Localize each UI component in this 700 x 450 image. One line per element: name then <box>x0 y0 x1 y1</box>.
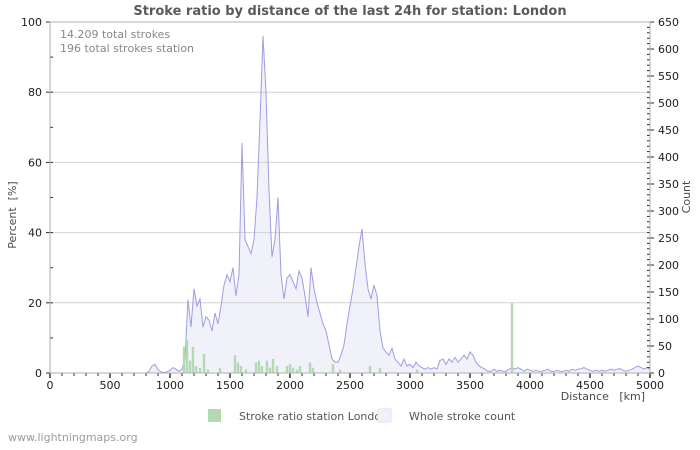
legend-label-whole-count: Whole stroke count <box>409 410 516 423</box>
legend-label-stroke-ratio: Stroke ratio station London <box>239 410 388 423</box>
gridlines <box>50 21 650 304</box>
svg-text:1000: 1000 <box>156 379 184 392</box>
svg-text:20: 20 <box>28 297 42 310</box>
y-left-axis-title: Percent [%] <box>6 181 19 248</box>
svg-text:3500: 3500 <box>456 379 484 392</box>
legend: Stroke ratio station London Whole stroke… <box>208 408 516 423</box>
svg-text:5000: 5000 <box>636 379 664 392</box>
svg-text:0: 0 <box>35 367 42 380</box>
svg-text:3000: 3000 <box>396 379 424 392</box>
svg-text:550: 550 <box>658 70 679 83</box>
svg-text:200: 200 <box>658 259 679 272</box>
svg-text:500: 500 <box>658 97 679 110</box>
svg-text:60: 60 <box>28 156 42 169</box>
svg-text:450: 450 <box>658 124 679 137</box>
svg-text:300: 300 <box>658 205 679 218</box>
svg-text:250: 250 <box>658 232 679 245</box>
svg-text:600: 600 <box>658 43 679 56</box>
stroke-ratio-bars <box>182 302 514 373</box>
svg-text:650: 650 <box>658 16 679 29</box>
annotation-total-strokes-station: 196 total strokes station <box>60 42 194 55</box>
plot-frame <box>49 21 651 374</box>
axes-ticks-and-labels: 0 500 1000 1500 2000 2500 3000 3500 4000 4500 5000… <box>21 16 679 392</box>
svg-text:400: 400 <box>658 151 679 164</box>
chart-title: Stroke ratio by distance of the last 24h… <box>133 4 566 19</box>
svg-text:100: 100 <box>658 313 679 326</box>
whole-stroke-count-fill <box>50 36 650 373</box>
svg-text:2500: 2500 <box>336 379 364 392</box>
svg-text:40: 40 <box>28 227 42 240</box>
annotation-total-strokes: 14.209 total strokes <box>60 28 170 41</box>
whole-stroke-count-line <box>50 35 651 374</box>
svg-text:0: 0 <box>47 379 54 392</box>
legend-swatch-stroke-ratio <box>208 409 221 422</box>
svg-text:150: 150 <box>658 286 679 299</box>
svg-text:4000: 4000 <box>516 379 544 392</box>
x-axis-title: Distance [km] <box>561 390 645 403</box>
watermark: www.lightningmaps.org <box>8 431 138 444</box>
svg-text:350: 350 <box>658 178 679 191</box>
svg-text:500: 500 <box>100 379 121 392</box>
legend-swatch-whole-count <box>377 408 392 423</box>
svg-text:80: 80 <box>28 86 42 99</box>
svg-text:4500: 4500 <box>576 379 604 392</box>
svg-text:1500: 1500 <box>216 379 244 392</box>
svg-text:100: 100 <box>21 16 42 29</box>
svg-text:50: 50 <box>658 340 672 353</box>
svg-text:0: 0 <box>658 367 665 380</box>
svg-text:2000: 2000 <box>276 379 304 392</box>
y-right-axis-title: Count <box>680 180 693 213</box>
